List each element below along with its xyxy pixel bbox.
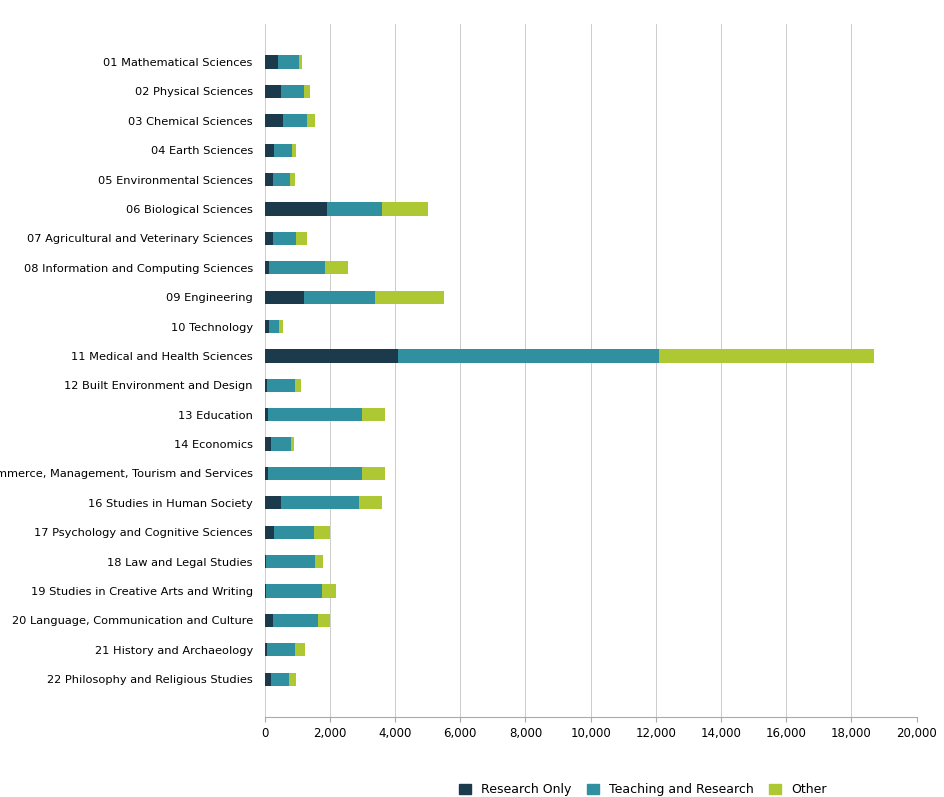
Bar: [264, 232, 273, 245]
Bar: [264, 320, 269, 333]
Bar: [264, 467, 267, 480]
Bar: [291, 438, 294, 450]
Bar: [264, 614, 273, 627]
Bar: [292, 143, 295, 157]
Bar: [264, 173, 273, 186]
Bar: [264, 643, 267, 657]
Bar: [266, 555, 314, 568]
Bar: [264, 56, 278, 69]
Bar: [264, 349, 397, 363]
Bar: [264, 261, 269, 274]
Bar: [318, 614, 329, 627]
Bar: [264, 497, 280, 509]
Bar: [290, 173, 295, 186]
Bar: [264, 555, 266, 568]
Bar: [264, 291, 303, 304]
Bar: [278, 56, 298, 69]
Bar: [295, 643, 304, 657]
Bar: [264, 673, 271, 685]
Bar: [273, 232, 295, 245]
Bar: [321, 584, 336, 598]
Bar: [267, 643, 295, 657]
Bar: [264, 526, 274, 539]
Bar: [271, 438, 291, 450]
Bar: [325, 261, 347, 274]
Bar: [269, 261, 325, 274]
Bar: [264, 114, 282, 128]
Bar: [362, 467, 385, 480]
Bar: [267, 467, 362, 480]
Bar: [314, 555, 323, 568]
Bar: [327, 202, 381, 215]
Bar: [381, 202, 427, 215]
Bar: [264, 202, 327, 215]
Bar: [264, 379, 267, 392]
Bar: [264, 438, 271, 450]
Bar: [303, 291, 375, 304]
Bar: [264, 408, 267, 422]
Bar: [264, 84, 280, 98]
Bar: [658, 349, 873, 363]
Bar: [279, 320, 282, 333]
Bar: [274, 526, 313, 539]
Bar: [271, 673, 289, 685]
Bar: [273, 173, 290, 186]
Bar: [397, 349, 658, 363]
Bar: [298, 56, 302, 69]
Bar: [269, 320, 279, 333]
Bar: [362, 408, 385, 422]
Bar: [375, 291, 444, 304]
Bar: [264, 143, 274, 157]
Bar: [359, 497, 381, 509]
Bar: [274, 143, 292, 157]
Bar: [280, 84, 303, 98]
Bar: [313, 526, 329, 539]
Legend: Research Only, Teaching and Research, Other: Research Only, Teaching and Research, Ot…: [453, 778, 831, 797]
Bar: [267, 379, 295, 392]
Bar: [267, 408, 362, 422]
Bar: [273, 614, 318, 627]
Bar: [295, 232, 307, 245]
Bar: [264, 584, 266, 598]
Bar: [307, 114, 314, 128]
Bar: [289, 673, 295, 685]
Bar: [282, 114, 307, 128]
Bar: [280, 497, 359, 509]
Bar: [303, 84, 310, 98]
Bar: [266, 584, 321, 598]
Bar: [295, 379, 301, 392]
